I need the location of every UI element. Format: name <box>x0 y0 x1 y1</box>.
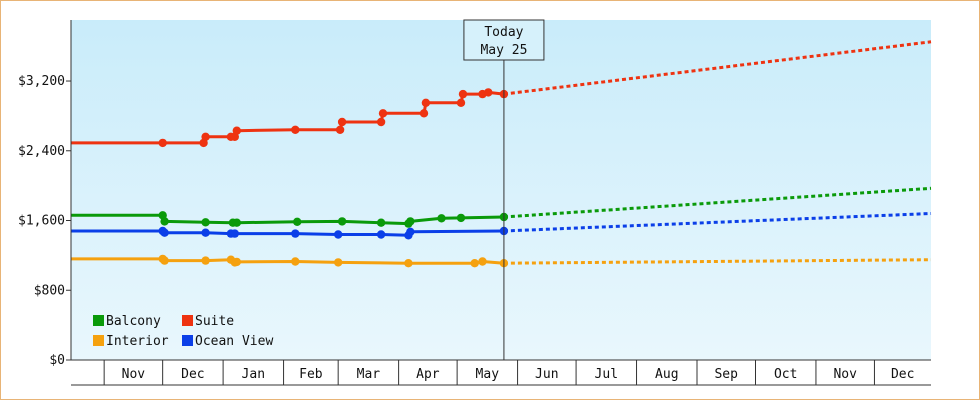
legend: Balcony Suite Interior Ocean View <box>93 314 273 349</box>
data-point-interior <box>232 257 241 267</box>
data-point-suite <box>378 109 388 118</box>
data-point-suite <box>484 88 493 97</box>
data-point-balcony <box>437 214 446 223</box>
data-point-suite <box>335 125 345 134</box>
data-point-interior <box>478 257 487 266</box>
data-point-interior <box>404 259 413 268</box>
data-point-suite <box>458 89 468 99</box>
x-tick-label: Apr <box>416 367 440 382</box>
legend-label-balcony: Balcony <box>106 314 161 329</box>
data-point-balcony <box>406 217 415 226</box>
data-point-suite <box>376 117 386 127</box>
today-label-box <box>463 19 545 61</box>
today-label: Today <box>484 25 523 40</box>
x-tick-label: Nov <box>122 367 146 382</box>
legend-swatch-suite <box>182 315 193 326</box>
data-point-balcony <box>160 217 169 226</box>
data-point-interior <box>160 256 169 265</box>
data-point-suite <box>419 109 429 118</box>
y-tick-label: $2,400 <box>18 144 65 159</box>
x-tick-label: Mar <box>357 367 381 382</box>
x-tick-label: May <box>476 367 500 382</box>
x-tick-label: Jul <box>595 367 618 382</box>
data-point-balcony <box>456 213 466 223</box>
data-point-suite <box>201 132 210 141</box>
data-point-balcony <box>232 218 241 227</box>
plot-area <box>71 20 931 360</box>
x-tick-label: Dec <box>181 367 204 382</box>
legend-label-ocean-view: Ocean View <box>195 334 273 349</box>
data-point-interior <box>201 256 210 265</box>
data-point-suite <box>291 125 300 134</box>
today-marker: Today May 25 <box>463 19 545 360</box>
legend-swatch-interior <box>93 335 104 346</box>
data-point-balcony <box>337 217 347 226</box>
series-forecast-suite <box>503 40 932 96</box>
x-tick-label: Dec <box>891 367 914 382</box>
data-point-balcony <box>376 218 386 227</box>
data-point-interior <box>291 257 300 266</box>
y-tick-label: $0 <box>49 353 65 368</box>
series-forecast-interior <box>503 258 932 265</box>
data-point-ocean-view <box>376 230 386 239</box>
legend-label-suite: Suite <box>195 314 234 329</box>
data-point-suite <box>456 98 466 108</box>
legend-swatch-ocean-view <box>182 335 193 346</box>
x-tick-label: Jun <box>535 367 558 382</box>
data-point-ocean-view <box>291 229 300 238</box>
data-point-interior <box>470 259 479 268</box>
data-point-ocean-view <box>230 229 239 238</box>
data-point-suite <box>158 138 167 148</box>
series-line-balcony <box>71 213 504 226</box>
data-point-interior <box>334 258 343 267</box>
data-point-suite <box>421 98 431 108</box>
data-point-balcony <box>201 218 210 227</box>
data-point-ocean-view <box>334 230 343 239</box>
x-tick-label: Feb <box>299 367 323 382</box>
series-forecast-ocean-view <box>503 212 932 233</box>
data-point-suite <box>232 126 241 135</box>
data-point-ocean-view <box>201 228 210 237</box>
x-axis: Nov Dec Jan Feb Mar Apr May Jun Jul Aug Sep Oct Nov D… <box>71 359 931 386</box>
y-tick-label: $1,600 <box>18 214 65 229</box>
x-tick-label: Jan <box>242 367 265 382</box>
y-axis: $0 $800 $1,600 $2,400 $3,200 <box>18 20 72 368</box>
x-tick-label: Aug <box>655 367 678 382</box>
data-point-ocean-view <box>160 228 169 237</box>
data-point-balcony <box>293 217 302 226</box>
data-point-suite <box>337 117 347 127</box>
series-forecast-balcony <box>503 186 932 219</box>
legend-swatch-balcony <box>93 315 104 326</box>
x-tick-label: Oct <box>774 367 797 382</box>
series-layer <box>71 40 932 268</box>
y-tick-label: $3,200 <box>18 74 65 89</box>
today-date-label: May 25 <box>480 43 527 58</box>
y-tick-label: $800 <box>34 283 65 298</box>
data-point-ocean-view <box>406 227 415 236</box>
legend-label-interior: Interior <box>106 334 169 349</box>
x-tick-label: Sep <box>714 367 738 382</box>
x-tick-label: Nov <box>833 367 857 382</box>
